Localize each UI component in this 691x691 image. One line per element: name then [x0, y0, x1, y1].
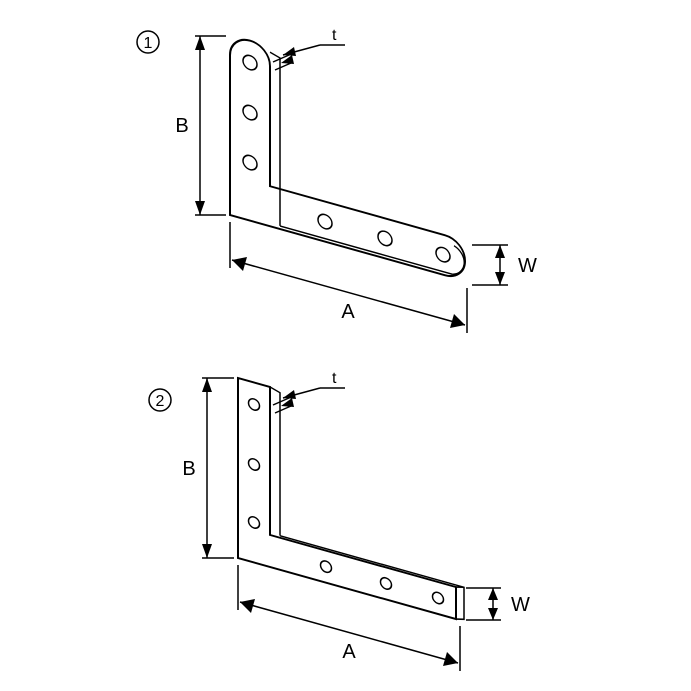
variant-1-marker: 1	[137, 31, 159, 53]
label-B-1: B	[175, 115, 188, 137]
label-t-1: t	[332, 27, 337, 44]
dim-B-2: B	[182, 378, 234, 558]
dim-t-2: t	[273, 370, 345, 413]
label-A-1: A	[341, 301, 355, 323]
bracket-variant-2: 2 B	[149, 370, 530, 671]
diagram-canvas: 1 B	[0, 0, 691, 691]
label-t-2: t	[332, 370, 337, 387]
bracket-variant-1: 1 B	[137, 27, 537, 333]
dim-W-1: W	[472, 245, 537, 285]
variant-2-marker: 2	[149, 389, 171, 411]
dim-B-1: B	[175, 36, 226, 215]
bracket-2-outline	[238, 378, 456, 619]
label-A-2: A	[342, 641, 356, 663]
bracket-1-outline	[230, 35, 465, 281]
dim-W-2: W	[466, 588, 530, 620]
variant-1-number: 1	[144, 35, 153, 52]
label-B-2: B	[182, 458, 195, 480]
label-W-1: W	[518, 255, 537, 277]
dim-t-1: t	[273, 27, 345, 70]
label-W-2: W	[511, 594, 530, 616]
variant-2-number: 2	[156, 393, 165, 410]
